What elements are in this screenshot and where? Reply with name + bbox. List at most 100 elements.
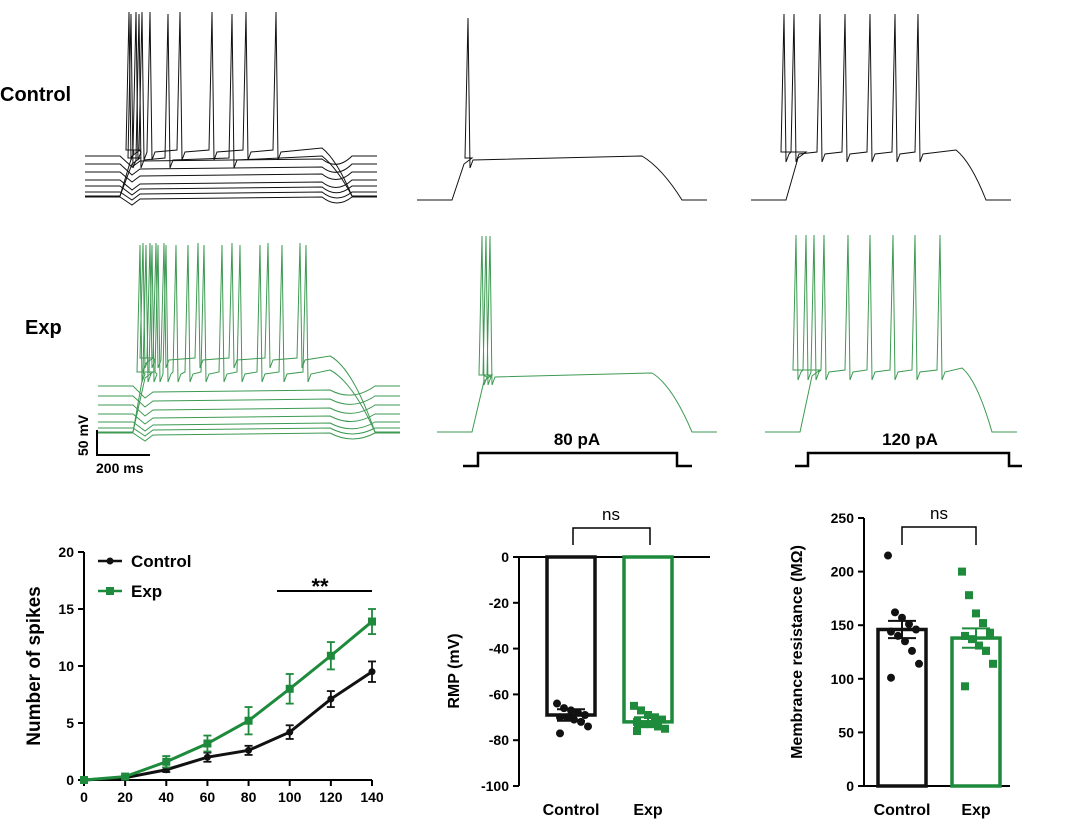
control-subthreshold-trace	[85, 171, 377, 183]
control-subthreshold-trace	[85, 196, 377, 206]
significance-label: ns	[930, 504, 948, 523]
data-point-control	[286, 728, 294, 736]
individual-point-control	[581, 711, 589, 720]
y-ticks: 0 -20 -40 -60 -80 -100	[481, 549, 519, 794]
data-point-control	[368, 668, 376, 676]
significance-bracket	[572, 527, 651, 545]
rmp-bar-chart: RMP (mV) 0 -20 -40 -60 -80 -100 ns Control Ex…	[446, 505, 710, 819]
exp-subthreshold-trace	[98, 385, 400, 399]
individual-point-control	[905, 620, 913, 629]
individual-point-exp	[965, 591, 973, 600]
individual-point-exp	[975, 641, 983, 650]
xtick-exp: Exp	[961, 802, 991, 819]
individual-point-control	[584, 722, 592, 731]
x-tick-label: 140	[360, 789, 384, 805]
bars	[545, 555, 674, 738]
y-tick-label: 0	[846, 778, 854, 794]
individual-point-control	[553, 699, 561, 708]
individual-point-control	[901, 637, 909, 646]
data-point-exp	[368, 617, 376, 626]
data-point-exp	[285, 684, 294, 693]
y-ticks: 0 5 10 15 20	[58, 544, 84, 788]
x-tick-label: 100	[278, 789, 302, 805]
y-tick-label: -80	[489, 732, 509, 748]
legend: Control Exp	[98, 552, 191, 601]
ylabel-spikes: Number of spikes	[24, 586, 45, 745]
data-point-control	[203, 753, 211, 761]
individual-point-control	[915, 659, 923, 668]
voltage-traces-panel: Control Exp 50 mV 200 ms 80 pA 120 pA	[0, 11, 1022, 476]
x-tick-label: 40	[158, 789, 174, 805]
ylabel-rmp: RMP (mV)	[446, 633, 463, 708]
individual-point-exp	[637, 706, 645, 715]
individual-point-control	[887, 627, 895, 636]
control-80pa-trace	[417, 17, 707, 201]
exp-subthreshold-trace	[98, 421, 400, 432]
data-point-control	[327, 695, 335, 703]
data-point-exp	[121, 772, 130, 781]
individual-point-control	[567, 706, 575, 715]
xtick-exp: Exp	[633, 802, 663, 819]
exp-overlay-spiking-trace	[98, 244, 400, 433]
y-tick-label: 15	[58, 601, 74, 617]
x-tick-label: 120	[319, 789, 343, 805]
individual-point-control	[574, 708, 582, 717]
individual-point-control	[570, 715, 578, 724]
legend-control-marker	[106, 557, 114, 565]
legend-control-label: Control	[131, 552, 191, 571]
individual-point-control	[898, 613, 906, 622]
x-tick-label: 60	[200, 789, 216, 805]
individual-point-exp	[986, 628, 994, 637]
y-tick-label: 0	[501, 549, 509, 565]
exp-subthreshold-trace	[98, 432, 400, 442]
y-tick-label: 50	[838, 724, 854, 740]
exp-subthreshold-trace	[98, 395, 400, 408]
individual-point-exp	[661, 724, 669, 733]
individual-point-exp	[982, 646, 990, 655]
scale-bar-voltage-label: 50 mV	[75, 414, 91, 456]
data-point-exp	[203, 739, 212, 748]
individual-point-exp	[640, 720, 648, 729]
y-tick-label: 10	[58, 658, 74, 674]
bar-control	[545, 555, 597, 717]
individual-point-exp	[647, 720, 655, 729]
control-subthreshold-trace	[85, 185, 377, 196]
row-label-control: Control	[0, 84, 71, 106]
control-subthreshold-trace	[85, 163, 377, 176]
individual-point-exp	[989, 659, 997, 668]
individual-point-exp	[658, 715, 666, 724]
y-tick-label: 200	[831, 564, 855, 580]
exp-subthreshold-trace	[98, 427, 400, 437]
y-tick-label: 150	[831, 617, 855, 633]
individual-point-control	[560, 704, 568, 713]
y-tick-label: -40	[489, 641, 509, 657]
individual-point-control	[563, 713, 571, 722]
control-overlay-spiking-trace	[85, 13, 377, 197]
control-120pa-trace	[751, 13, 1011, 201]
exp-subthreshold-trace	[98, 413, 400, 425]
individual-point-exp	[968, 635, 976, 644]
control-subthreshold-trace	[85, 179, 377, 191]
x-tick-label: 20	[117, 789, 133, 805]
ylabel-resistance: Membrance resistance (MΩ)	[789, 545, 806, 759]
scale-bar	[96, 430, 150, 456]
significance-bracket	[901, 526, 977, 545]
individual-point-exp	[961, 631, 969, 640]
step-label-80: 80 pA	[554, 430, 600, 449]
series-line-control	[83, 670, 373, 782]
x-tick-label: 80	[241, 789, 257, 805]
spikes-line-chart: Number of spikes 0 5 10 15 20 0 20 40 60 80 100 12…	[24, 544, 384, 805]
y-tick-label: 250	[831, 510, 855, 526]
y-tick-label: 0	[66, 772, 74, 788]
exp-overlay-spiking-trace	[98, 242, 400, 433]
legend-exp-marker	[106, 587, 114, 595]
current-step-120	[795, 451, 1022, 468]
current-step-80	[463, 451, 692, 468]
individual-point-exp	[630, 701, 638, 710]
resistance-bar-chart: Membrance resistance (MΩ) 0 50 100 150 200 25…	[789, 504, 1010, 819]
exp-120pa-trace	[765, 234, 1017, 433]
xtick-control: Control	[543, 802, 600, 819]
y-tick-label: 20	[58, 544, 74, 560]
individual-point-exp	[961, 682, 969, 691]
